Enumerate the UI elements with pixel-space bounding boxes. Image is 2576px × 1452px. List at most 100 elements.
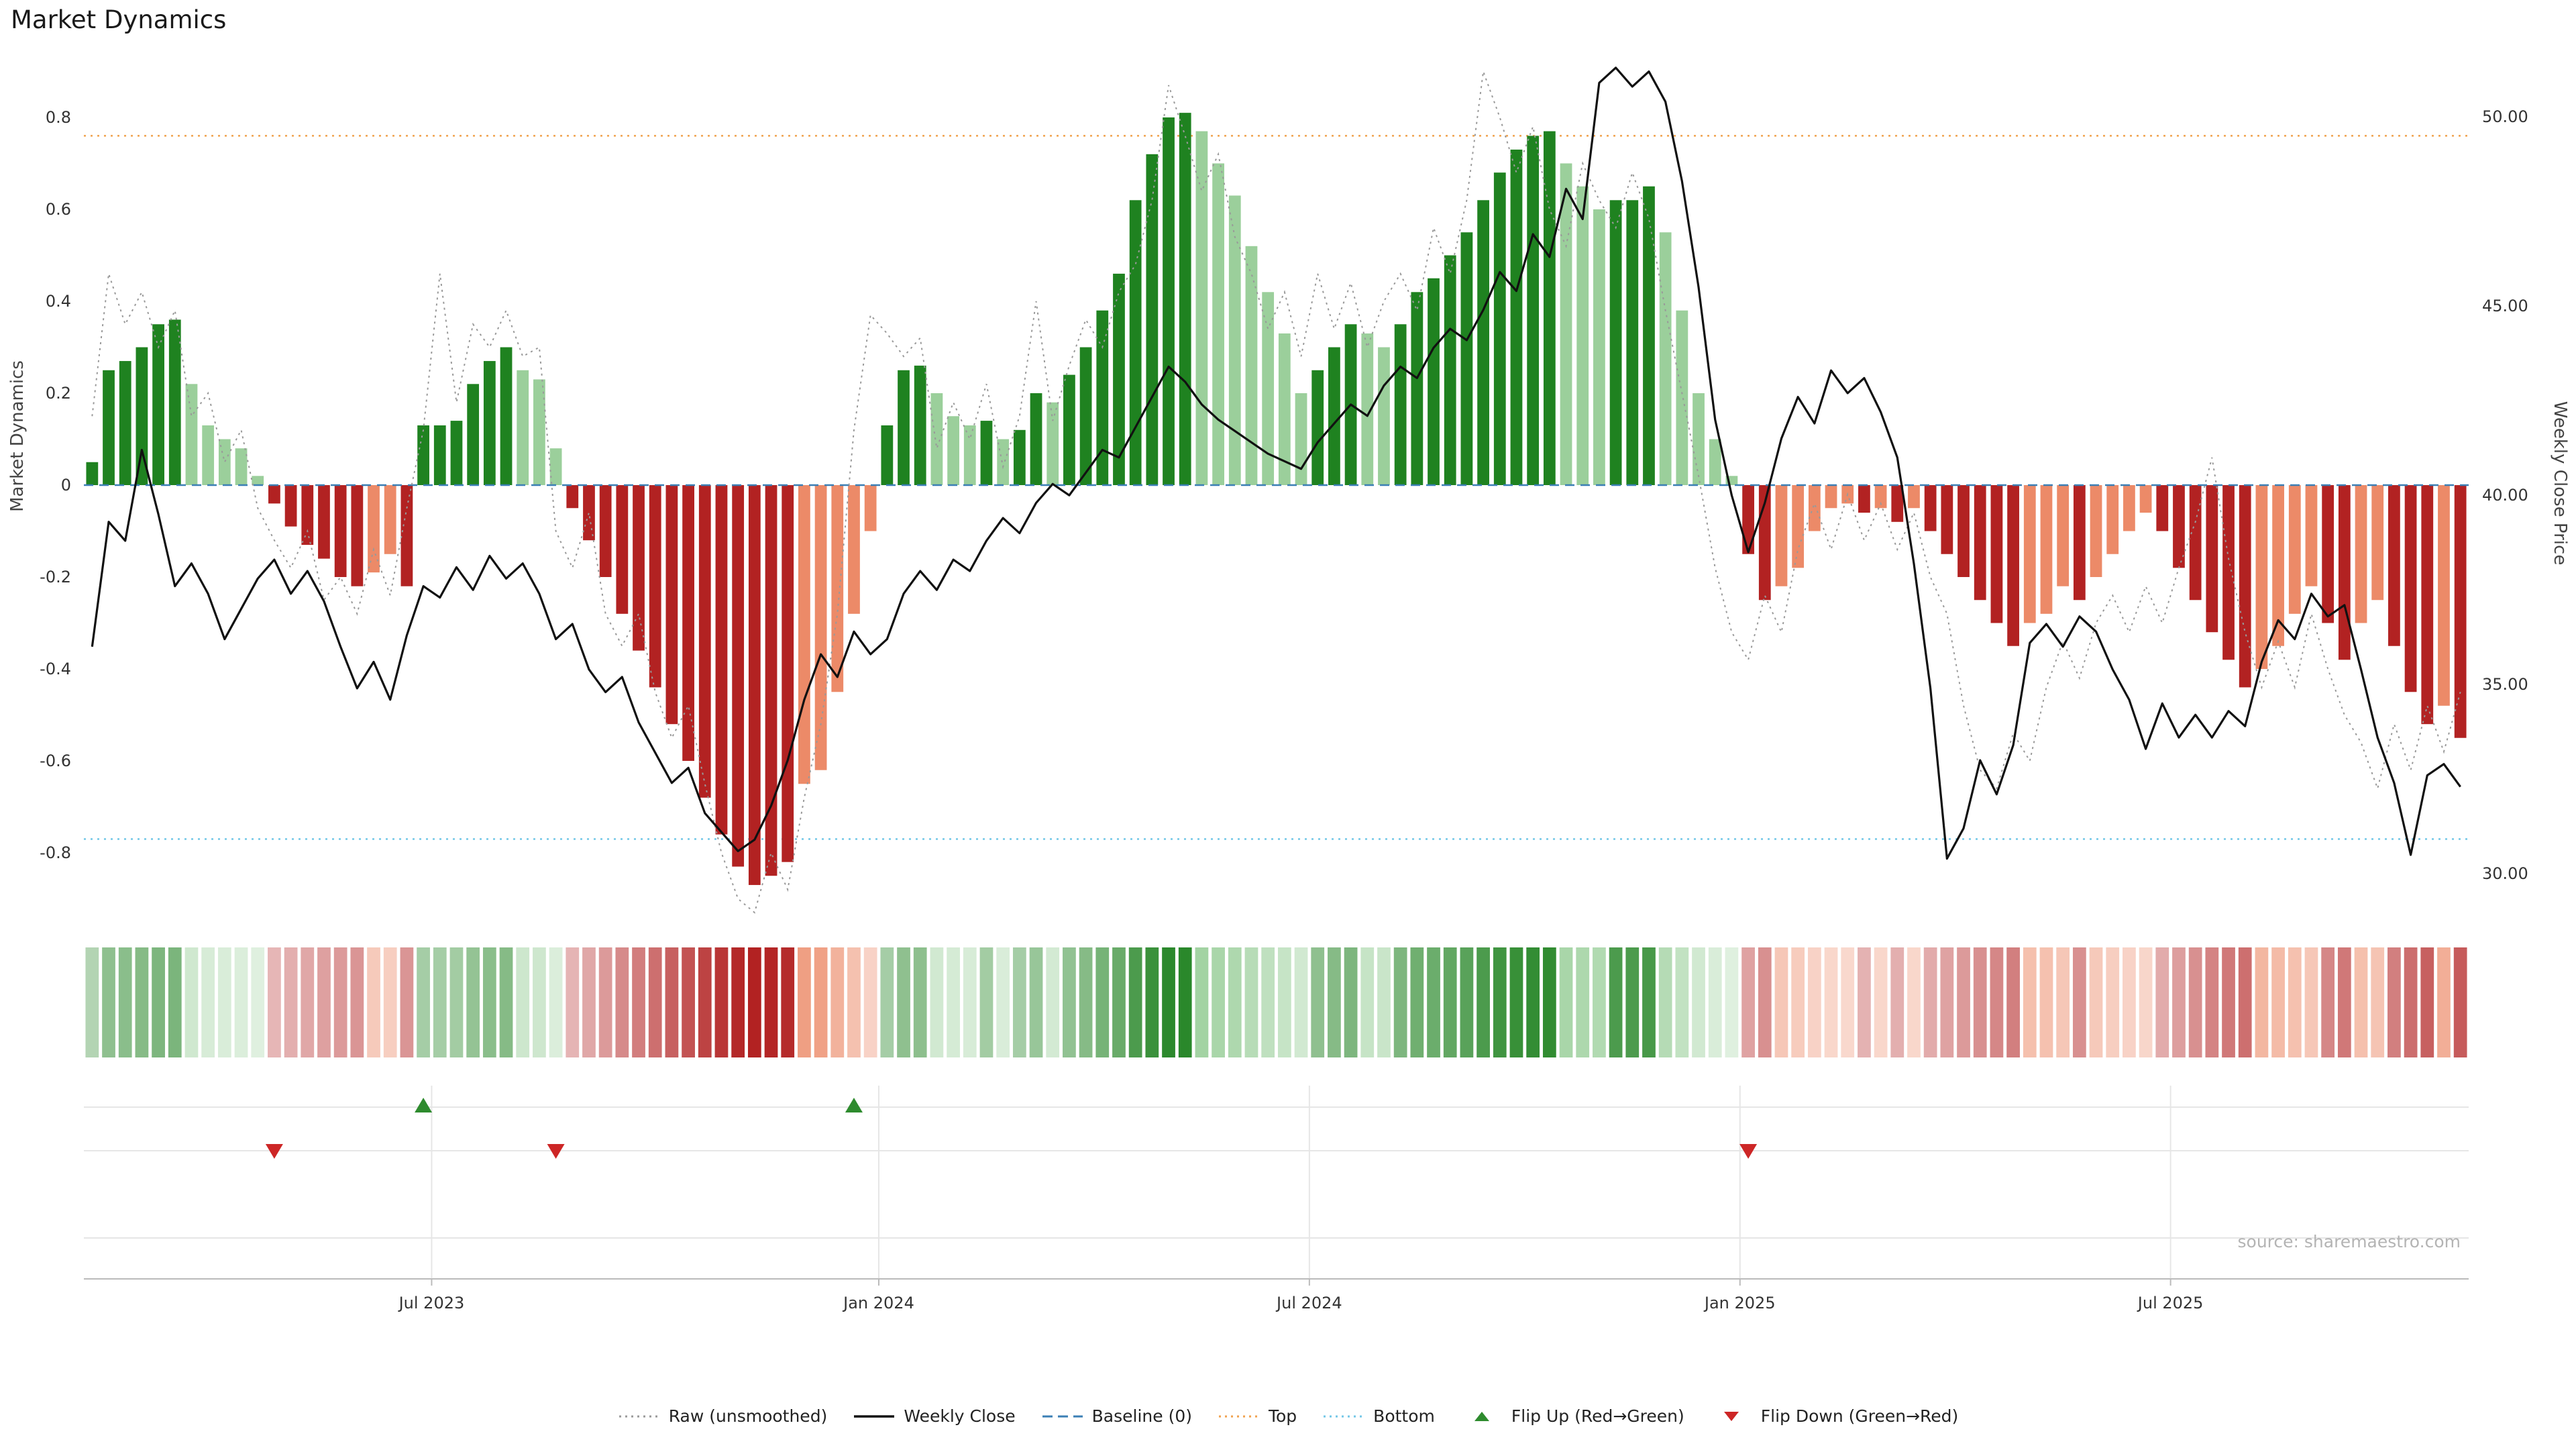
- dynamics-bars: [86, 113, 2467, 885]
- dynamics-bar: [1228, 195, 1241, 485]
- y-right-tick-label: 35.00: [2482, 675, 2528, 694]
- y-right-tick-label: 50.00: [2482, 107, 2528, 126]
- heatmap-cell: [897, 947, 910, 1057]
- dynamics-bar: [533, 379, 545, 485]
- legend-swatch-triangle-up: [1474, 1411, 1489, 1421]
- x-tick-label: Jul 2024: [1275, 1294, 1342, 1312]
- dynamics-bar: [1311, 370, 1324, 485]
- dynamics-bar: [798, 485, 810, 784]
- dynamics-bar: [400, 485, 413, 586]
- heatmap-strip: [85, 947, 2467, 1057]
- dynamics-bar: [1063, 374, 1075, 485]
- heatmap-cell: [1328, 947, 1341, 1057]
- heatmap-cell: [1112, 947, 1126, 1057]
- heatmap-cell: [1427, 947, 1440, 1057]
- heatmap-cell: [1228, 947, 1242, 1057]
- heatmap-cell: [1542, 947, 1556, 1057]
- heatmap-cell: [2255, 947, 2269, 1057]
- heatmap-cell: [1046, 947, 1060, 1057]
- heatmap-cell: [781, 947, 795, 1057]
- y-left-tick-label: 0: [61, 476, 71, 495]
- legend-swatch-dotted-line: [1218, 1415, 1259, 1417]
- heatmap-cell: [1443, 947, 1457, 1057]
- heatmap-cell: [1807, 947, 1821, 1057]
- dynamics-bar: [467, 384, 480, 485]
- heatmap-cell: [1493, 947, 1507, 1057]
- heatmap-cell: [2056, 947, 2070, 1057]
- y-left-tick-label: -0.2: [40, 568, 71, 586]
- dynamics-bar: [1742, 485, 1754, 554]
- heatmap-cell: [217, 947, 231, 1057]
- heatmap-cell: [168, 947, 182, 1057]
- heatmap-cell: [2354, 947, 2368, 1057]
- dynamics-bar: [1792, 485, 1805, 568]
- dynamics-bar: [202, 425, 215, 485]
- dynamics-bar: [1163, 117, 1175, 485]
- dynamics-bar: [2023, 485, 2036, 623]
- dynamics-bar: [351, 485, 364, 586]
- heatmap-cell: [1957, 947, 1970, 1057]
- dynamics-bar: [1808, 485, 1821, 531]
- heatmap-cell: [1874, 947, 1888, 1057]
- dynamics-bar: [864, 485, 877, 531]
- heatmap-cell: [2023, 947, 2037, 1057]
- dynamics-bar: [1179, 113, 1191, 485]
- heatmap-cell: [2155, 947, 2169, 1057]
- dynamics-bar: [1444, 255, 1456, 485]
- heatmap-cell: [2453, 947, 2467, 1057]
- heatmap-cell: [1642, 947, 1656, 1057]
- legend-item: Top: [1218, 1406, 1297, 1426]
- heatmap-cell: [400, 947, 414, 1057]
- dynamics-bar: [698, 485, 711, 798]
- legend-label: Flip Down (Green→Red): [1760, 1406, 1959, 1426]
- dynamics-bar: [252, 476, 264, 485]
- heatmap-cell: [1360, 947, 1375, 1057]
- heatmap-cell: [1244, 947, 1258, 1057]
- dynamics-bar: [2338, 485, 2351, 660]
- heatmap-cell: [466, 947, 480, 1057]
- dynamics-bar: [831, 485, 844, 692]
- heatmap-cell: [2072, 947, 2086, 1057]
- weekly-close-line: [91, 66, 2461, 860]
- dynamics-bar: [930, 393, 943, 485]
- heatmap-cell: [648, 947, 662, 1057]
- dynamics-bar: [2057, 485, 2070, 586]
- heatmap-cell: [1758, 947, 1772, 1057]
- heatmap-cell: [2089, 947, 2103, 1057]
- dynamics-bar: [2272, 485, 2284, 646]
- heatmap-cell: [516, 947, 530, 1057]
- source-note: source: sharemaestro.com: [2237, 1232, 2461, 1251]
- heatmap-cell: [847, 947, 861, 1057]
- heatmap-cell: [317, 947, 331, 1057]
- legend-item: Bottom: [1322, 1406, 1435, 1426]
- dynamics-bar: [1709, 439, 1721, 485]
- reference-lines: [84, 135, 2469, 840]
- dynamics-bar: [1693, 393, 1705, 485]
- dynamics-bar: [2073, 485, 2086, 601]
- dynamics-bar: [1924, 485, 1937, 531]
- dynamics-bar: [765, 485, 777, 876]
- heatmap-cell: [814, 947, 828, 1057]
- heatmap-cell: [582, 947, 596, 1057]
- dynamics-bar: [1295, 393, 1307, 485]
- heatmap-cell: [85, 947, 99, 1057]
- x-tick-label: Jan 2024: [842, 1294, 914, 1312]
- heatmap-cell: [1410, 947, 1424, 1057]
- heatmap-cell: [1725, 947, 1739, 1057]
- y-right-axis-title: Weekly Close Price: [2550, 401, 2570, 566]
- dynamics-bar: [450, 421, 463, 485]
- heatmap-cell: [2420, 947, 2434, 1057]
- dynamics-bar: [368, 485, 380, 573]
- heatmap-cell: [798, 947, 811, 1057]
- heatmap-cell: [2139, 947, 2153, 1057]
- heatmap-cell: [1377, 947, 1391, 1057]
- legend-label: Weekly Close: [904, 1406, 1016, 1426]
- heatmap-cell: [2205, 947, 2219, 1057]
- dynamics-bar: [814, 485, 827, 770]
- dynamics-bar: [1113, 273, 1125, 485]
- dynamics-bar: [665, 485, 678, 725]
- heatmap-cell: [367, 947, 380, 1057]
- x-tick-label: Jul 2025: [2137, 1294, 2204, 1312]
- y-left-tick-label: 0.4: [46, 292, 71, 311]
